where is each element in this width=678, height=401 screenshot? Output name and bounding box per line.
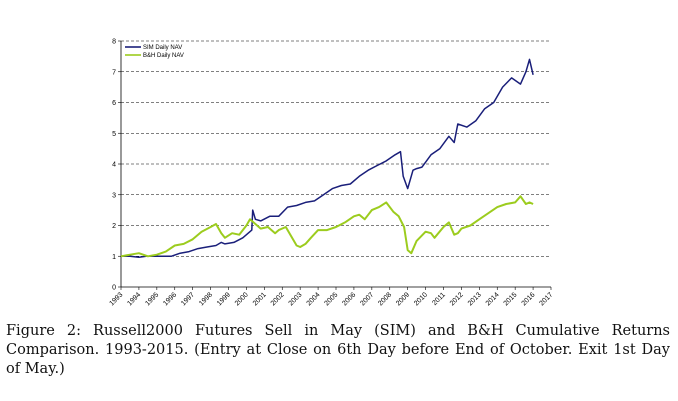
legend-label-sim: SIM Daily NAV bbox=[143, 45, 182, 51]
x-tick-label-2007: 2007 bbox=[359, 291, 375, 307]
figure-caption: Figure 2: Russell2000 Futures Sell in Ma… bbox=[6, 323, 670, 377]
x-tick-label-2004: 2004 bbox=[306, 291, 322, 307]
x-tick-label-2015: 2015 bbox=[503, 291, 519, 307]
series-line-bh bbox=[120, 195, 534, 258]
x-tick-label-2017: 2017 bbox=[538, 291, 554, 307]
x-tick-label-2005: 2005 bbox=[323, 291, 339, 307]
x-tick-label-2012: 2012 bbox=[449, 291, 465, 307]
x-tick-label-1993: 1993 bbox=[108, 291, 124, 307]
y-tick-label-7: 7 bbox=[112, 69, 116, 76]
x-tick-label-1996: 1996 bbox=[162, 291, 178, 307]
legend: SIM Daily NAV B&H Daily NAV bbox=[125, 45, 184, 59]
x-tick-label-2008: 2008 bbox=[377, 291, 393, 307]
x-tick-label-2016: 2016 bbox=[521, 291, 537, 307]
x-tick-label-1999: 1999 bbox=[216, 291, 232, 307]
x-tick-label-2006: 2006 bbox=[341, 291, 357, 307]
y-tick-label-5: 5 bbox=[112, 131, 116, 138]
y-tick-label-2: 2 bbox=[112, 223, 116, 230]
y-tick-label-8: 8 bbox=[112, 39, 116, 46]
x-tick-label-1998: 1998 bbox=[198, 291, 214, 307]
y-tick-label-6: 6 bbox=[112, 100, 116, 107]
y-tick-label-0: 0 bbox=[112, 285, 116, 292]
y-tick-label-3: 3 bbox=[112, 192, 116, 199]
x-tick-label-2001: 2001 bbox=[252, 291, 268, 307]
legend-label-bh: B&H Daily NAV bbox=[143, 53, 184, 59]
x-tick-label-2010: 2010 bbox=[413, 291, 429, 307]
x-tick-label-1994: 1994 bbox=[126, 291, 142, 307]
series-line-sim bbox=[121, 58, 534, 258]
x-tick-label-2002: 2002 bbox=[270, 291, 286, 307]
x-tick-label-1995: 1995 bbox=[144, 291, 160, 307]
x-tick-label-2013: 2013 bbox=[467, 291, 483, 307]
x-tick-label-2014: 2014 bbox=[485, 291, 501, 307]
x-tick-label-2003: 2003 bbox=[288, 291, 304, 307]
chart-figure: 0 1 2 3 4 5 6 7 8 1993 1994 1995 1996 1997 1998 1999 200… bbox=[108, 39, 554, 308]
x-tick-label-2011: 2011 bbox=[431, 291, 447, 307]
x-tick-label-2009: 2009 bbox=[395, 291, 411, 307]
x-tick-label-1997: 1997 bbox=[180, 291, 196, 307]
x-tick-label-2000: 2000 bbox=[234, 291, 250, 307]
grid-lines bbox=[121, 40, 551, 257]
y-tick-label-1: 1 bbox=[112, 254, 116, 261]
y-tick-label-4: 4 bbox=[112, 162, 116, 169]
series-lines bbox=[120, 58, 534, 258]
